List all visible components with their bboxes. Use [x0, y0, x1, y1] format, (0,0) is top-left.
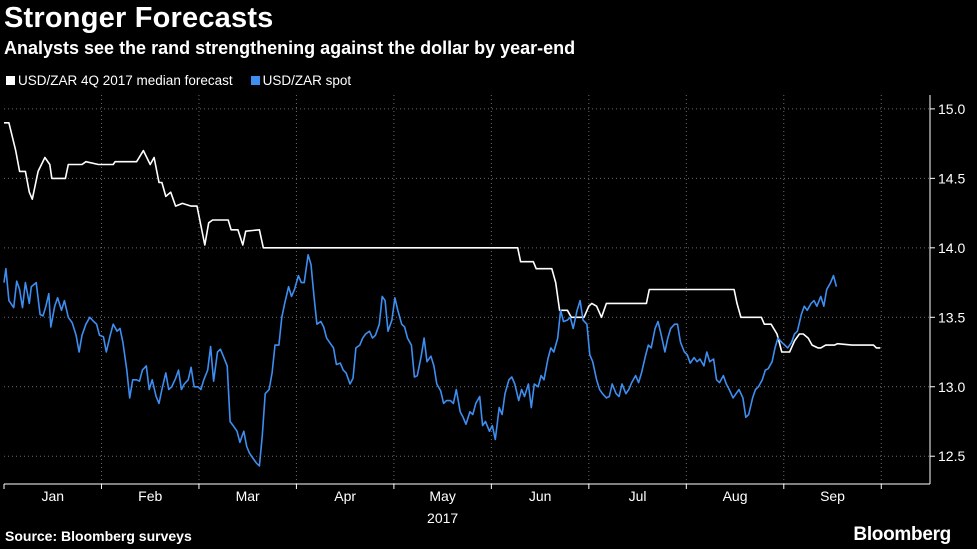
y-tick-label: 15.0: [938, 101, 965, 117]
legend-item-forecast: USD/ZAR 4Q 2017 median forecast: [6, 73, 233, 88]
source-note: Source: Bloomberg surveys: [5, 528, 192, 544]
legend-label-spot: USD/ZAR spot: [262, 73, 352, 88]
chart-title: Stronger Forecasts: [4, 2, 274, 34]
legend: USD/ZAR 4Q 2017 median forecast USD/ZAR …: [6, 73, 369, 88]
legend-swatch-forecast: [6, 76, 15, 85]
y-tick-label: 14.5: [938, 170, 965, 186]
series-line-spot: [3, 254, 838, 467]
x-tick-label: Jul: [629, 488, 647, 504]
x-tick-label: May: [429, 488, 455, 504]
x-tick-label: Aug: [723, 488, 748, 504]
x-tick-label: Jun: [529, 488, 552, 504]
x-axis-label: 2017: [427, 510, 458, 526]
y-axis: 15.0 14.5 14.0 13.5 13.0 12.5: [929, 95, 965, 484]
x-tick-label: Apr: [334, 488, 356, 504]
y-tick-label: 14.0: [938, 240, 965, 256]
y-tick-label: 13.5: [938, 309, 965, 325]
y-tick-label: 12.5: [938, 448, 965, 464]
x-tick-label: Sep: [820, 488, 845, 504]
x-tick-label: Mar: [236, 488, 260, 504]
x-axis: Jan Feb Mar Apr May Jun Jul Aug Sep: [3, 483, 930, 504]
y-tick-label: 13.0: [938, 379, 965, 395]
x-tick-label: Feb: [138, 488, 162, 504]
legend-label-forecast: USD/ZAR 4Q 2017 median forecast: [18, 73, 233, 88]
bloomberg-logo: Bloomberg: [853, 524, 951, 545]
legend-swatch-spot: [250, 76, 260, 85]
series-lines: [3, 122, 881, 467]
gridlines: [4, 95, 930, 484]
series-line-forecast: [4, 122, 881, 353]
x-tick-label: Jan: [41, 488, 64, 504]
chart-subtitle: Analysts see the rand strengthening agai…: [4, 38, 576, 58]
legend-item-spot: USD/ZAR spot: [250, 73, 352, 88]
